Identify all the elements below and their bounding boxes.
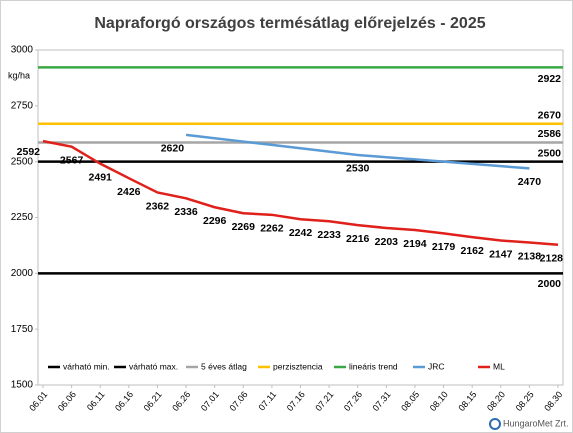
data-label: 2147 <box>489 248 513 260</box>
data-label: 2586 <box>538 128 562 140</box>
legend-label: lineáris trend <box>349 361 398 371</box>
legend-label: ML <box>493 361 505 371</box>
footer-logo: HungaroMet Zrt. <box>503 418 569 428</box>
data-label: 2216 <box>346 233 370 245</box>
legend-label: perzisztencia <box>273 361 323 371</box>
data-label: 2922 <box>538 73 562 85</box>
chart-title: Napraforgó országos termésátlag előrejel… <box>94 15 485 32</box>
data-label: 2470 <box>518 176 542 188</box>
series-line <box>185 133 530 170</box>
data-label: 2233 <box>317 229 341 241</box>
data-label: 2138 <box>518 250 542 262</box>
data-label: 2194 <box>403 238 427 250</box>
data-label: 2592 <box>17 146 41 158</box>
data-label: 2336 <box>174 206 198 218</box>
y-tick-label: 2750 <box>11 100 34 111</box>
data-label: 2567 <box>60 154 84 166</box>
data-label: 2242 <box>289 227 313 239</box>
legend-label: várható max. <box>129 361 178 371</box>
legend-label: 5 éves átlag <box>201 361 247 371</box>
y-tick-label: 2500 <box>11 156 34 167</box>
data-label: 2203 <box>375 236 399 248</box>
y-tick-label: 3000 <box>11 45 34 56</box>
data-label: 2269 <box>232 221 256 233</box>
data-label: 2179 <box>432 241 456 253</box>
data-label: 2128 <box>540 253 564 265</box>
y-tick-label: 1750 <box>11 324 34 335</box>
data-label: 2296 <box>203 215 227 227</box>
y-tick-label: 1500 <box>11 380 34 391</box>
data-label: 2162 <box>460 245 484 257</box>
data-label: 2262 <box>260 223 284 235</box>
logo-icon <box>489 418 501 430</box>
data-label: 2426 <box>117 186 141 198</box>
data-label: 2620 <box>161 143 185 155</box>
data-label: 2491 <box>89 171 113 183</box>
data-label: 2500 <box>538 147 562 159</box>
y-axis-label: kg/ha <box>8 70 30 80</box>
data-label: 2670 <box>538 109 562 121</box>
legend-label: JRC <box>428 361 445 371</box>
y-tick-label: 2000 <box>11 268 34 279</box>
data-label: 2362 <box>146 200 170 212</box>
data-label: 2000 <box>538 278 562 290</box>
data-label: 2530 <box>346 163 370 175</box>
series-line <box>42 139 559 246</box>
legend-label: várható min. <box>63 361 110 371</box>
y-tick-label: 2250 <box>11 212 34 223</box>
